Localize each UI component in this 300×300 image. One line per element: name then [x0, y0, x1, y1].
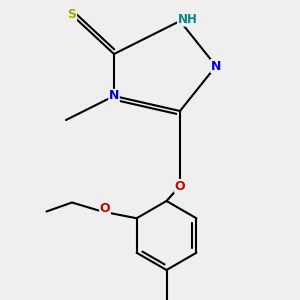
Text: NH: NH — [178, 13, 197, 26]
Text: O: O — [100, 202, 110, 215]
Text: N: N — [211, 59, 221, 73]
Text: N: N — [109, 89, 119, 103]
Text: O: O — [175, 179, 185, 193]
Text: S: S — [68, 8, 76, 22]
